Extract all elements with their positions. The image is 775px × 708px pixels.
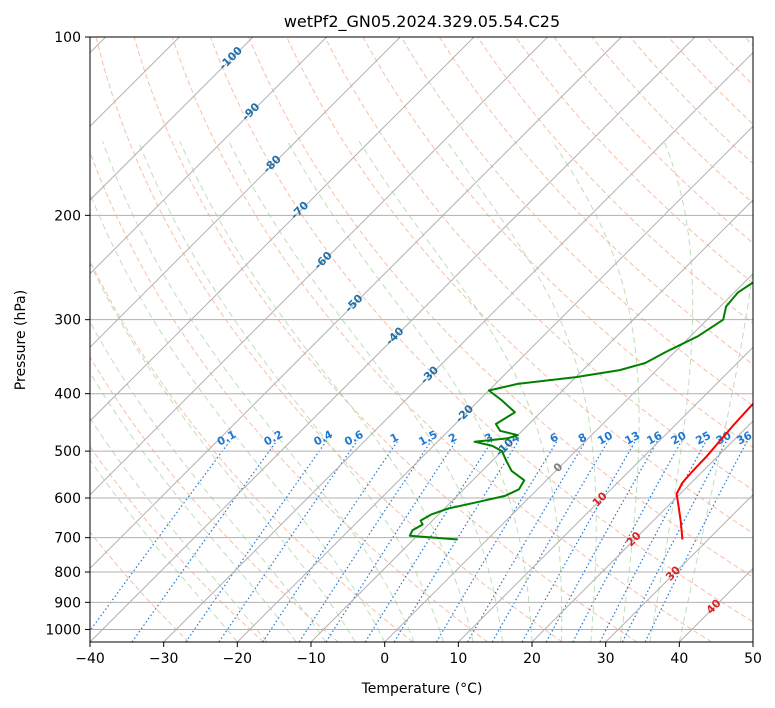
isotherm-line (531, 420, 753, 642)
mixing-ratio-line (185, 440, 328, 642)
y-tick-label: 200 (54, 208, 81, 224)
y-tick-label: 100 (54, 30, 81, 46)
mixing-ratio-lines (90, 440, 748, 642)
mixing-ratio-line (90, 440, 231, 632)
y-axis: 100 200 300 400 500 600 700 800 900 1000 (45, 30, 90, 638)
x-tick-label: 40 (670, 651, 688, 667)
isotherm-line (90, 37, 549, 496)
dry-adiabat-line (90, 356, 339, 642)
dry-adiabat-line (400, 37, 753, 407)
isotherm-line (163, 51, 753, 642)
dewpoint-profile-line (408, 281, 753, 541)
mixing-ratio-labels: 0.1 0.2 0.4 0.6 1 1.5 2 3 4 6 8 10 13 16 20 25 30 36 (215, 428, 754, 449)
mixing-ratio-line (325, 440, 457, 642)
isotherm-line (605, 493, 753, 642)
dry-adiabat-line (133, 37, 638, 642)
mixing-ratio-line (572, 440, 683, 642)
mixing-ratio-label: 10 (595, 429, 615, 448)
y-tick-label: 400 (54, 387, 81, 403)
dry-adiabat-line (95, 37, 563, 642)
chart-title: wetPf2_GN05.2024.329.05.54.C25 (284, 12, 560, 32)
dry-adiabat-line (90, 445, 264, 642)
mixing-ratio-line (491, 440, 609, 642)
pressure-gridlines (90, 37, 753, 630)
dry-adiabat-line (171, 37, 712, 642)
x-tick-label: 0 (380, 651, 389, 667)
y-axis-label: Pressure (hPa) (13, 290, 29, 390)
y-tick-label: 700 (54, 531, 81, 547)
mixing-ratio-line (435, 440, 558, 642)
plot-area: -100-90-80-70-60-50-40-30-20-10010203040… (90, 37, 754, 642)
x-tick-label: 20 (523, 651, 541, 667)
x-tick-label: 30 (597, 651, 615, 667)
isotherm-line (90, 37, 696, 642)
dry-adiabat-line (210, 37, 753, 623)
y-tick-label: 300 (54, 313, 81, 329)
mixing-ratio-label: 25 (693, 429, 713, 448)
mixing-ratio-line (262, 440, 399, 642)
mixing-ratio-label: 13 (623, 429, 643, 448)
mixing-ratio-line (131, 440, 278, 642)
mixing-ratio-line (298, 440, 432, 642)
mixing-ratio-line (364, 440, 493, 642)
temperature-profile-line (675, 402, 753, 540)
isotherm-line (90, 37, 401, 349)
isotherm-line (90, 37, 254, 201)
x-tick-label: −20 (223, 651, 253, 667)
mixing-ratio-line (466, 440, 587, 642)
y-tick-label: 1000 (45, 622, 81, 638)
isotherm-line (90, 37, 328, 275)
dry-adiabat-line (248, 37, 753, 578)
mixing-ratio-label: 20 (669, 429, 689, 448)
x-tick-label: 50 (744, 651, 762, 667)
dry-adiabat-line (438, 37, 753, 366)
x-tick-label: −10 (296, 651, 326, 667)
mixing-ratio-line (545, 440, 659, 642)
isotherm-line (457, 346, 753, 642)
isotherm-line (236, 125, 753, 642)
mixing-ratio-label: 36 (734, 429, 754, 448)
skewed-isotherms (90, 37, 753, 642)
x-tick-label: −30 (149, 651, 179, 667)
mixing-ratio-line (644, 440, 748, 642)
mixing-ratio-line (521, 440, 637, 642)
y-tick-label: 500 (54, 444, 81, 460)
dry-adiabats (90, 37, 753, 642)
dry-adiabat-line (324, 37, 753, 491)
x-axis-label: Temperature (°C) (361, 681, 483, 697)
x-axis: −40 −30 −20 −10 0 10 20 30 40 50 (75, 642, 762, 667)
dry-adiabat-line (515, 37, 753, 284)
x-tick-label: 10 (449, 651, 467, 667)
sounding-profiles (408, 281, 753, 541)
mixing-ratio-label: 16 (645, 429, 665, 448)
dry-adiabat-line (90, 150, 488, 642)
isotherm-line (90, 37, 622, 570)
y-tick-label: 800 (54, 565, 81, 581)
y-tick-label: 600 (54, 491, 81, 507)
isotherm-line (384, 272, 753, 642)
dry-adiabat-line (90, 531, 190, 642)
isotherm-line (90, 37, 475, 422)
y-tick-label: 900 (54, 595, 81, 611)
isotherm-line (310, 199, 753, 642)
plot-frame (89, 36, 754, 643)
x-tick-label: −40 (75, 651, 105, 667)
